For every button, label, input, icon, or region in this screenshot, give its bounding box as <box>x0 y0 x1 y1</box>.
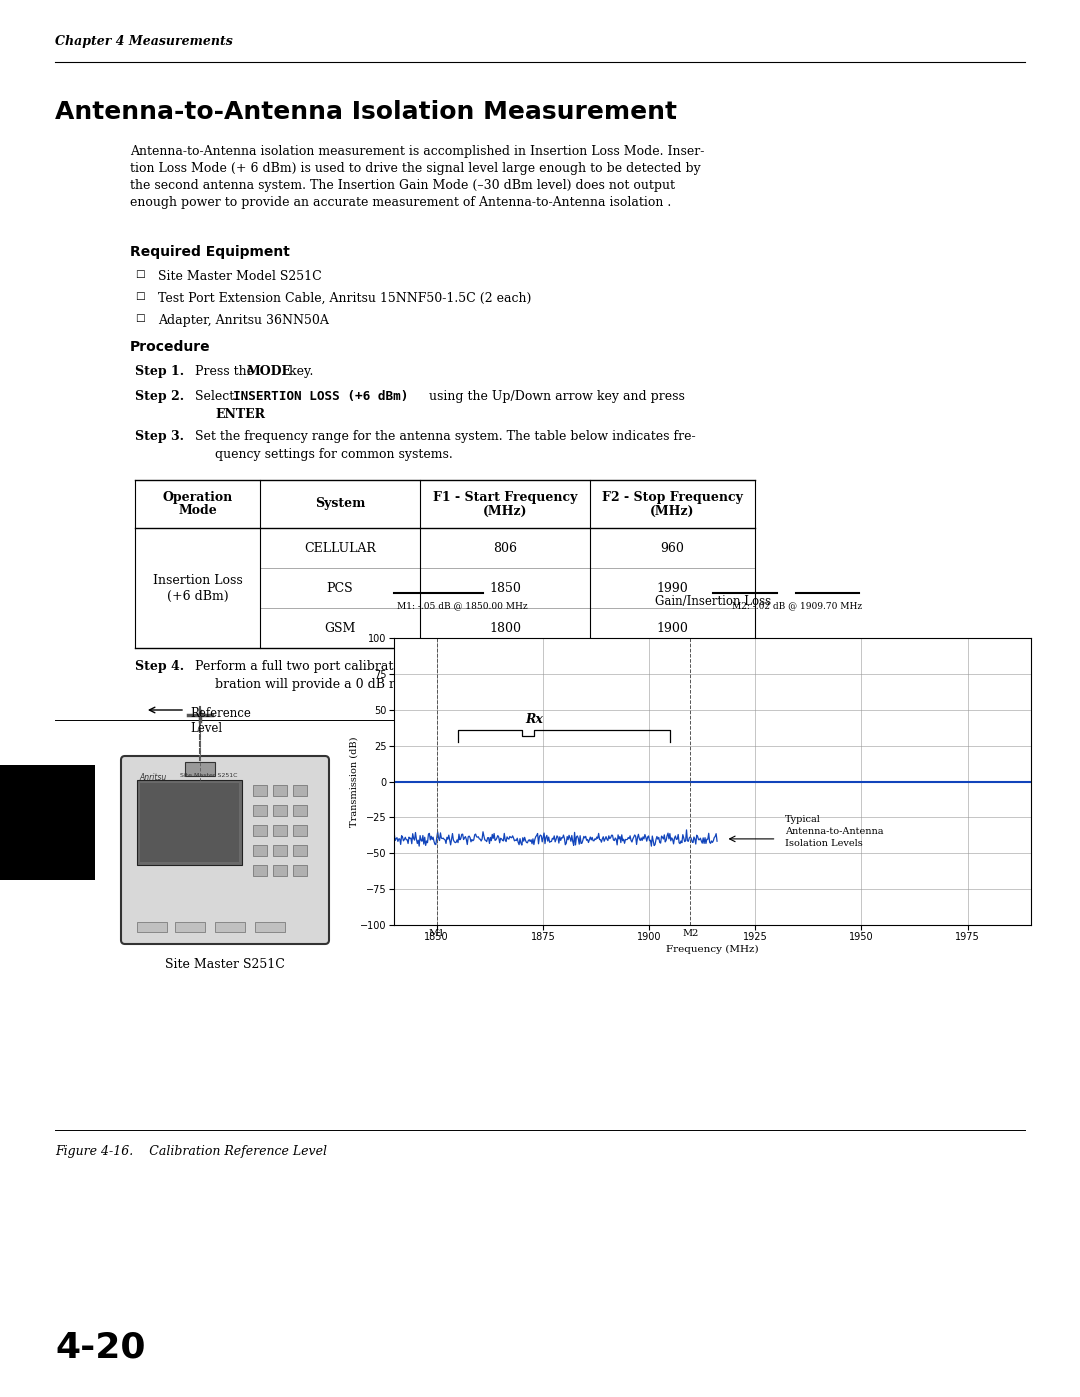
X-axis label: Frequency (MHz): Frequency (MHz) <box>666 946 759 954</box>
Bar <box>293 865 307 876</box>
Text: Test Port Extension Cable, Anritsu 15NNF50-1.5C (2 each): Test Port Extension Cable, Anritsu 15NNF… <box>158 292 531 305</box>
Text: Reference
Level: Reference Level <box>190 707 251 735</box>
Text: Operation: Operation <box>162 492 232 504</box>
Bar <box>273 805 287 816</box>
Bar <box>255 922 285 932</box>
Bar <box>175 922 205 932</box>
Text: enough power to provide an accurate measurement of Antenna-to-Antenna isolation : enough power to provide an accurate meas… <box>130 196 672 210</box>
Text: Select: Select <box>195 390 239 402</box>
Text: Anritsu: Anritsu <box>139 773 166 782</box>
Text: 1900: 1900 <box>657 622 688 634</box>
Text: □: □ <box>135 314 145 323</box>
Text: M1: M1 <box>429 929 445 939</box>
Text: 1850: 1850 <box>489 581 521 595</box>
Text: □: □ <box>135 292 145 300</box>
Bar <box>0 766 95 880</box>
Text: 1800: 1800 <box>489 622 521 634</box>
Text: (MHz): (MHz) <box>483 504 527 517</box>
Text: CELLULAR: CELLULAR <box>305 542 376 555</box>
Bar <box>273 865 287 876</box>
Text: Rx: Rx <box>526 712 543 726</box>
Text: MODE: MODE <box>247 365 292 379</box>
Text: Step 1.: Step 1. <box>135 365 184 379</box>
Text: Set the frequency range for the antenna system. The table below indicates fre-: Set the frequency range for the antenna … <box>195 430 696 443</box>
Text: Site Master S251C: Site Master S251C <box>180 773 238 778</box>
Bar <box>253 845 267 856</box>
Text: INSERTION LOSS (+6 dBm): INSERTION LOSS (+6 dBm) <box>233 390 408 402</box>
Text: Required Equipment: Required Equipment <box>130 244 289 258</box>
Text: Procedure: Procedure <box>130 339 211 353</box>
Text: PCS: PCS <box>326 581 353 595</box>
Text: (+6 dBm): (+6 dBm) <box>166 590 228 602</box>
Bar <box>140 782 239 862</box>
Text: quency settings for common systems.: quency settings for common systems. <box>215 448 453 461</box>
Text: M1: -.05 dB @ 1850.00 MHz: M1: -.05 dB @ 1850.00 MHz <box>397 601 528 609</box>
Bar <box>253 865 267 876</box>
Bar <box>293 826 307 835</box>
Bar <box>253 805 267 816</box>
Text: (MHz): (MHz) <box>650 504 694 517</box>
Y-axis label: Transmission (dB): Transmission (dB) <box>350 736 359 827</box>
Text: Antenna-to-Antenna Isolation Measurement: Antenna-to-Antenna Isolation Measurement <box>55 101 677 124</box>
Text: M2: -.02 dB @ 1909.70 MHz: M2: -.02 dB @ 1909.70 MHz <box>732 601 862 609</box>
Text: tion Loss Mode (+ 6 dBm) is used to drive the signal level large enough to be de: tion Loss Mode (+ 6 dBm) is used to driv… <box>130 162 701 175</box>
Bar <box>293 785 307 796</box>
Text: Mode: Mode <box>178 504 217 517</box>
Text: Figure 4-16.    Calibration Reference Level: Figure 4-16. Calibration Reference Level <box>55 1146 327 1158</box>
Text: Site Master Model S251C: Site Master Model S251C <box>158 270 322 284</box>
Text: Antenna-to-Antenna isolation measurement is accomplished in Insertion Loss Mode.: Antenna-to-Antenna isolation measurement… <box>130 145 704 158</box>
Bar <box>185 761 215 775</box>
Text: Step 2.: Step 2. <box>135 390 184 402</box>
Text: Adapter, Anritsu 36NN50A: Adapter, Anritsu 36NN50A <box>158 314 329 327</box>
Text: 960: 960 <box>661 542 685 555</box>
Text: Typical
Antenna-to-Antenna
Isolation Levels: Typical Antenna-to-Antenna Isolation Lev… <box>785 816 883 848</box>
Text: key.: key. <box>285 365 313 379</box>
Bar <box>273 826 287 835</box>
Text: F2 - Stop Frequency: F2 - Stop Frequency <box>602 492 743 504</box>
Text: Site Master S251C: Site Master S251C <box>165 958 285 971</box>
Bar <box>293 805 307 816</box>
Text: 4-20: 4-20 <box>55 1330 146 1363</box>
Text: Insertion Loss: Insertion Loss <box>152 574 242 588</box>
Text: Step 4.: Step 4. <box>135 659 184 673</box>
Text: M2: M2 <box>683 929 699 939</box>
Text: System: System <box>314 497 365 510</box>
Bar <box>273 845 287 856</box>
Bar <box>273 785 287 796</box>
Text: bration will provide a 0 dB reference level as shown in Figure 4-16.: bration will provide a 0 dB reference le… <box>215 678 645 692</box>
Text: GSM: GSM <box>324 622 355 634</box>
Text: Perform a full two port calibration of the Site Master (see page 3-4).  The cali: Perform a full two port calibration of t… <box>195 659 692 673</box>
Text: □: □ <box>135 270 145 279</box>
Text: Press the: Press the <box>195 365 258 379</box>
Bar <box>253 826 267 835</box>
Text: .: . <box>255 408 259 420</box>
Text: ENTER: ENTER <box>215 408 265 420</box>
Bar <box>137 922 167 932</box>
Text: Chapter 4 Measurements: Chapter 4 Measurements <box>55 35 233 47</box>
Bar <box>253 785 267 796</box>
FancyBboxPatch shape <box>121 756 329 944</box>
Bar <box>215 922 245 932</box>
Text: using the Up/Down arrow key and press: using the Up/Down arrow key and press <box>426 390 685 402</box>
Bar <box>293 845 307 856</box>
Text: Step 3.: Step 3. <box>135 430 184 443</box>
Text: the second antenna system. The Insertion Gain Mode (–30 dBm level) does not outp: the second antenna system. The Insertion… <box>130 179 675 191</box>
Text: 1990: 1990 <box>657 581 688 595</box>
Title: Gain/Insertion Loss: Gain/Insertion Loss <box>654 595 771 608</box>
Bar <box>137 780 242 865</box>
Text: 806: 806 <box>492 542 517 555</box>
Text: F1 - Start Frequency: F1 - Start Frequency <box>433 492 577 504</box>
